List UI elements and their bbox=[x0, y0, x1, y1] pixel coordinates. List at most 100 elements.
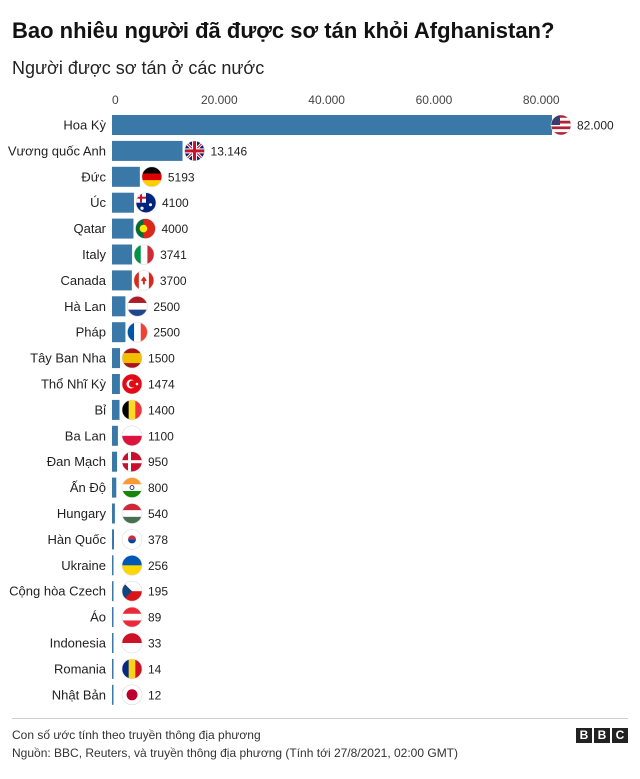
bar bbox=[112, 607, 114, 628]
value-label: 1400 bbox=[148, 403, 175, 417]
category-label: Romania bbox=[54, 661, 107, 676]
category-label: Qatar bbox=[73, 221, 106, 236]
denmark-flag bbox=[121, 451, 143, 473]
bar bbox=[112, 658, 114, 679]
value-label: 256 bbox=[148, 559, 168, 573]
value-label: 3700 bbox=[160, 274, 187, 288]
category-label: Đan Mạch bbox=[47, 454, 106, 469]
value-label: 3741 bbox=[160, 248, 187, 262]
category-label: Đức bbox=[81, 169, 106, 184]
x-tick-label: 40.000 bbox=[308, 93, 345, 107]
bbc-logo-letter: B bbox=[576, 728, 592, 743]
category-label: Ba Lan bbox=[65, 428, 106, 443]
japan-flag bbox=[121, 684, 143, 706]
romania-flag bbox=[121, 658, 143, 680]
canada-flag bbox=[133, 270, 155, 291]
south-korea-flag bbox=[121, 529, 143, 550]
value-label: 2500 bbox=[153, 300, 180, 314]
bar bbox=[112, 477, 117, 498]
value-label: 4100 bbox=[162, 196, 189, 210]
category-label: Hoa Kỳ bbox=[63, 118, 106, 133]
austria-flag bbox=[121, 606, 143, 628]
bar bbox=[112, 451, 118, 472]
france-flag bbox=[127, 321, 148, 343]
bar bbox=[112, 218, 134, 239]
category-label: Vương quốc Anh bbox=[8, 143, 106, 158]
hungary-flag bbox=[121, 503, 143, 524]
category-label: Áo bbox=[90, 610, 106, 625]
category-label: Indonesia bbox=[50, 636, 107, 651]
bar bbox=[112, 244, 133, 265]
x-tick-label: 60.000 bbox=[416, 93, 453, 107]
x-tick-label: 20.000 bbox=[201, 93, 238, 107]
bar bbox=[112, 270, 132, 291]
chart-title: Bao nhiêu người đã được sơ tán khỏi Afgh… bbox=[12, 18, 555, 43]
footer-source: Nguồn: BBC, Reuters, và truyền thông địa… bbox=[12, 746, 459, 760]
category-label: Italy bbox=[82, 247, 106, 262]
bbc-logo-letter: C bbox=[612, 728, 628, 743]
bar bbox=[112, 296, 126, 317]
australia-flag bbox=[135, 192, 157, 213]
value-label: 1500 bbox=[148, 352, 175, 366]
value-label: 12 bbox=[148, 688, 162, 702]
value-label: 195 bbox=[148, 585, 168, 599]
value-label: 950 bbox=[148, 455, 168, 469]
bar bbox=[112, 425, 118, 446]
value-label: 82.000 bbox=[577, 119, 614, 133]
bar bbox=[112, 192, 134, 213]
category-label: Bỉ bbox=[94, 402, 106, 417]
bar bbox=[112, 140, 183, 161]
category-label: Pháp bbox=[76, 325, 106, 340]
italy-flag bbox=[133, 244, 155, 265]
category-label: Úc bbox=[90, 195, 106, 210]
value-label: 33 bbox=[148, 637, 162, 651]
value-label: 378 bbox=[148, 533, 168, 547]
category-label: Hungary bbox=[57, 506, 107, 521]
netherlands-flag bbox=[127, 296, 148, 317]
category-label: Hàn Quốc bbox=[47, 532, 106, 547]
x-tick-label: 0 bbox=[112, 93, 119, 107]
category-label: Nhật Bản bbox=[52, 687, 106, 702]
category-label: Thổ Nhĩ Kỳ bbox=[41, 377, 107, 392]
value-label: 540 bbox=[148, 507, 168, 521]
footer-note: Con số ước tính theo truyền thông địa ph… bbox=[12, 728, 261, 742]
value-label: 1100 bbox=[148, 429, 174, 443]
category-label: Hà Lan bbox=[64, 299, 106, 314]
value-label: 2500 bbox=[153, 326, 180, 340]
category-label: Ukraine bbox=[61, 558, 106, 573]
value-label: 5193 bbox=[168, 170, 195, 184]
bar bbox=[112, 374, 120, 394]
bar bbox=[112, 322, 126, 343]
value-label: 1474 bbox=[148, 378, 175, 392]
bar bbox=[112, 684, 114, 705]
germany-flag bbox=[141, 166, 163, 188]
india-flag bbox=[121, 477, 143, 498]
portugal-flag bbox=[135, 218, 156, 239]
bar bbox=[112, 399, 120, 420]
belgium-flag bbox=[121, 399, 143, 421]
bar bbox=[112, 503, 115, 524]
bar-chart: 0 20.000 40.000 60.000 80.000 Hoa Kỳ 82.000 Vươ… bbox=[8, 93, 614, 706]
value-label: 13.146 bbox=[211, 144, 248, 158]
bar bbox=[112, 555, 114, 576]
value-label: 14 bbox=[148, 662, 162, 676]
category-label: Canada bbox=[60, 273, 106, 288]
category-label: Cộng hòa Czech bbox=[9, 584, 106, 599]
bar bbox=[112, 529, 115, 550]
value-label: 800 bbox=[148, 481, 168, 495]
footer-divider bbox=[12, 718, 628, 719]
value-label: 89 bbox=[148, 611, 162, 625]
category-label: Ấn Độ bbox=[70, 480, 106, 495]
us-flag bbox=[550, 114, 572, 136]
bar bbox=[112, 633, 114, 653]
spain-flag bbox=[121, 347, 143, 369]
x-tick-label: 80.000 bbox=[523, 93, 560, 107]
czech-flag bbox=[121, 580, 143, 602]
turkey-flag bbox=[121, 373, 143, 395]
bar bbox=[112, 115, 552, 135]
bbc-logo: B B C bbox=[576, 728, 628, 743]
indonesia-flag bbox=[121, 632, 143, 654]
bbc-logo-letter: B bbox=[594, 728, 610, 743]
poland-flag bbox=[121, 425, 143, 447]
bar bbox=[112, 348, 121, 369]
